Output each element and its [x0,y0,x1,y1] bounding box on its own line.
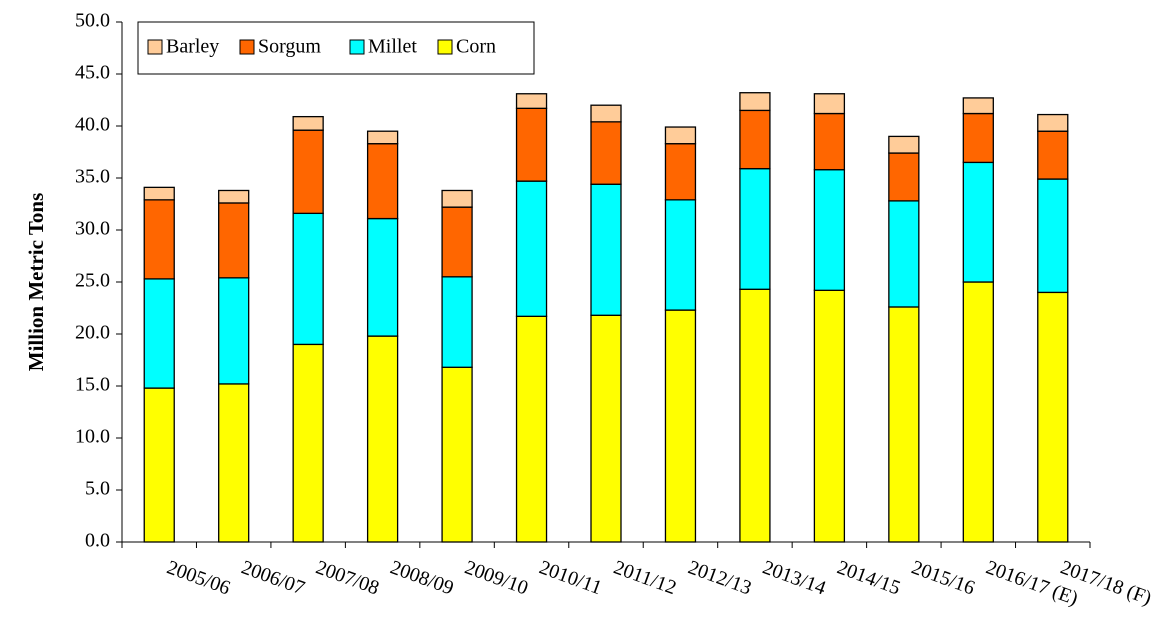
y-tick-label: 10.0 [75,426,110,448]
bar-segment [218,383,250,543]
bar-segment [888,152,920,202]
bar-segment [739,92,771,112]
y-tick-label: 50.0 [75,10,110,32]
bar-segment [962,161,994,283]
bar-segment [292,212,324,346]
y-tick-label: 20.0 [75,322,110,344]
legend-label: Sorgum [258,36,321,58]
bar-segment [441,206,473,278]
bar-segment [143,387,175,543]
x-tick-label: 2012/13 [685,556,754,599]
bar-segment [888,135,920,154]
legend-label: Barley [166,36,219,58]
bar-segment [664,143,697,201]
bar-segment [292,343,324,543]
bar-segment [590,104,622,123]
legend-swatch [147,39,163,55]
legend-box [137,21,535,75]
y-tick-label: 40.0 [75,114,110,136]
bar-segment [366,335,399,543]
legend-swatch [349,39,365,55]
y-tick-label: 25.0 [75,270,110,292]
y-tick-label: 35.0 [75,166,110,188]
legend-label: Corn [456,36,496,58]
bar-segment [292,115,324,131]
bar-segment [1037,178,1069,294]
bar-segment [813,112,846,171]
bar-segment [441,276,473,368]
bar-segment [739,109,771,170]
x-tick-label: 2015/16 [909,556,978,599]
bar-segment [664,126,697,145]
legend-label: Millet [368,36,417,58]
x-tick-label: 2011/12 [611,556,679,599]
y-tick-label: 45.0 [75,62,110,84]
bar-segment [962,97,994,115]
y-tick-label: 30.0 [75,218,110,240]
x-tick-label: 2009/10 [462,556,531,599]
bar-segment [1037,113,1069,132]
bar-segment [664,309,697,543]
bar-segment [515,315,548,543]
bar-segment [366,143,399,220]
bar-segment [664,199,697,311]
bar-segment [441,366,473,543]
bar-segment [1037,291,1069,543]
y-tick-label: 5.0 [85,478,110,500]
bar-segment [441,189,473,208]
bar-segment [739,288,771,543]
bar-segment [888,306,920,543]
legend-swatch [239,39,255,55]
x-tick-label: 2005/06 [164,556,233,599]
bar-segment [218,202,250,279]
bar-segment [515,93,548,109]
bar-segment [292,129,324,215]
bar-segment [218,277,250,385]
x-tick-label: 2013/14 [760,556,829,599]
bar-segment [813,289,846,543]
bar-segment [1037,130,1069,180]
bar-segment [366,130,399,145]
y-tick-label: 15.0 [75,374,110,396]
bar-segment [962,281,994,543]
x-tick-label: 2010/11 [536,556,604,599]
y-axis-label: Million Metric Tons [24,193,48,372]
bar-segment [143,199,175,280]
bar-segment [515,107,548,182]
bar-segment [962,112,994,164]
bar-segment [143,278,175,389]
bar-segment [813,169,846,291]
x-tick-label: 2014/15 [834,556,903,599]
bar-segment [366,217,399,337]
bar-segment [590,183,622,316]
x-tick-label: 2008/09 [387,556,456,599]
y-tick-label: 0.0 [85,530,110,552]
bar-segment [143,186,175,201]
bar-segment [739,167,771,290]
bar-segment [888,200,920,308]
legend-swatch [437,39,453,55]
x-tick-label: 2006/07 [238,556,307,599]
bar-segment [590,121,622,185]
bar-segment [813,93,846,115]
bar-segment [515,180,548,317]
bar-segment [590,314,622,543]
bar-segment [218,189,250,204]
x-tick-label: 2007/08 [313,556,382,599]
